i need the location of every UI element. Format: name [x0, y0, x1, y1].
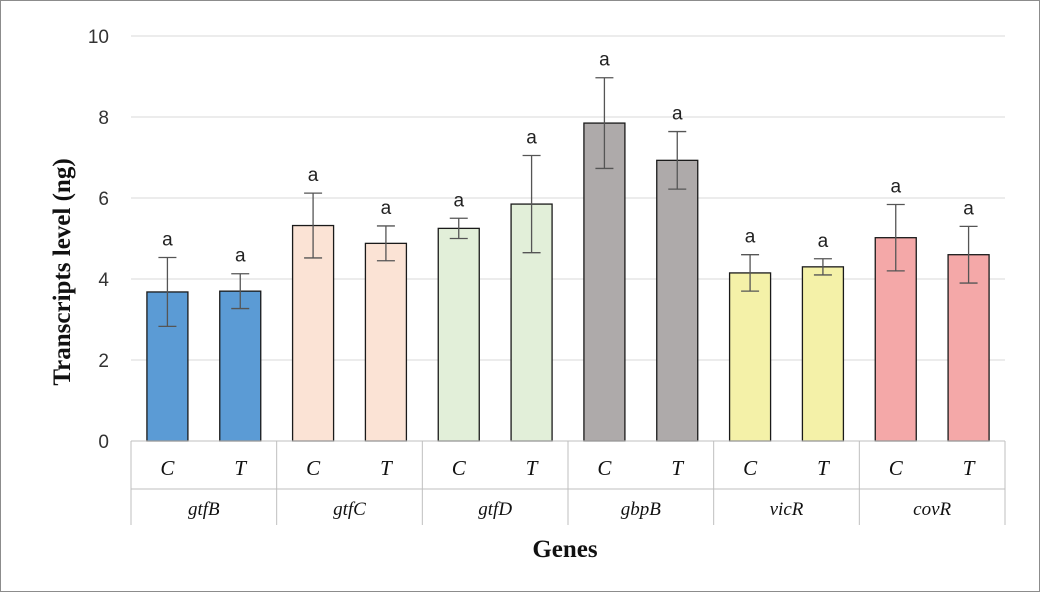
category-label-C: C: [889, 456, 904, 480]
bar-gtfC-C: [291, 224, 335, 442]
category-label-T: T: [963, 456, 976, 480]
y-tick-label: 8: [98, 108, 109, 129]
category-label-C: C: [743, 456, 758, 480]
bar-covR-T: [947, 254, 990, 442]
y-axis: 0 2 4 6 8 10: [88, 27, 110, 453]
y-tick-label: 10: [88, 27, 109, 48]
category-label-C: C: [160, 456, 175, 480]
bar-gtfD-C: [437, 227, 480, 442]
group-label-gtfD: gtfD: [478, 499, 512, 520]
group-label-gbpB: gbpB: [621, 499, 662, 520]
bar-gtfC-T: [364, 242, 408, 442]
significance-label: a: [526, 127, 537, 148]
category-label-C: C: [306, 456, 321, 480]
significance-label: a: [381, 198, 392, 219]
group-label-gtfB: gtfB: [188, 499, 220, 520]
bars: a a a a a a a a a a a a: [146, 50, 990, 442]
bar-gtfB-T: [219, 290, 262, 442]
significance-label: a: [963, 198, 974, 219]
category-label-T: T: [380, 456, 393, 480]
category-label-T: T: [671, 456, 684, 480]
category-label-T: T: [817, 456, 830, 480]
bar-gbpB-C: [583, 122, 626, 442]
y-tick-label: 4: [98, 270, 109, 291]
category-label-T: T: [526, 456, 539, 480]
significance-label: a: [672, 104, 683, 125]
y-tick-label: 0: [98, 432, 109, 453]
category-label-C: C: [452, 456, 467, 480]
bar-covR-C: [874, 237, 917, 442]
category-label-T: T: [234, 456, 247, 480]
significance-label: a: [818, 231, 829, 252]
group-label-gtfC: gtfC: [333, 499, 366, 520]
significance-label: a: [599, 50, 610, 71]
significance-label: a: [162, 230, 173, 251]
significance-label: a: [308, 165, 319, 186]
significance-label: a: [890, 176, 901, 197]
bar-vicR-C: [728, 272, 772, 442]
y-axis-label: Transcripts level (ng): [49, 158, 76, 385]
significance-label: a: [235, 246, 246, 267]
significance-label: a: [745, 227, 756, 248]
group-label-vicR: vicR: [770, 499, 804, 520]
significance-label: a: [453, 190, 464, 211]
y-tick-label: 2: [98, 351, 109, 372]
group-label-covR: covR: [913, 499, 951, 520]
y-tick-label: 6: [98, 189, 109, 210]
x-axis: gtfB gtfC gtfD gbpB vicR covR C T C T C T C T C T C T: [130, 440, 1006, 525]
bar-gbpB-T: [656, 159, 699, 442]
category-label-C: C: [597, 456, 612, 480]
gridlines: [131, 35, 1005, 361]
x-axis-label: Genes: [532, 536, 598, 563]
bar-vicR-T: [801, 266, 845, 442]
